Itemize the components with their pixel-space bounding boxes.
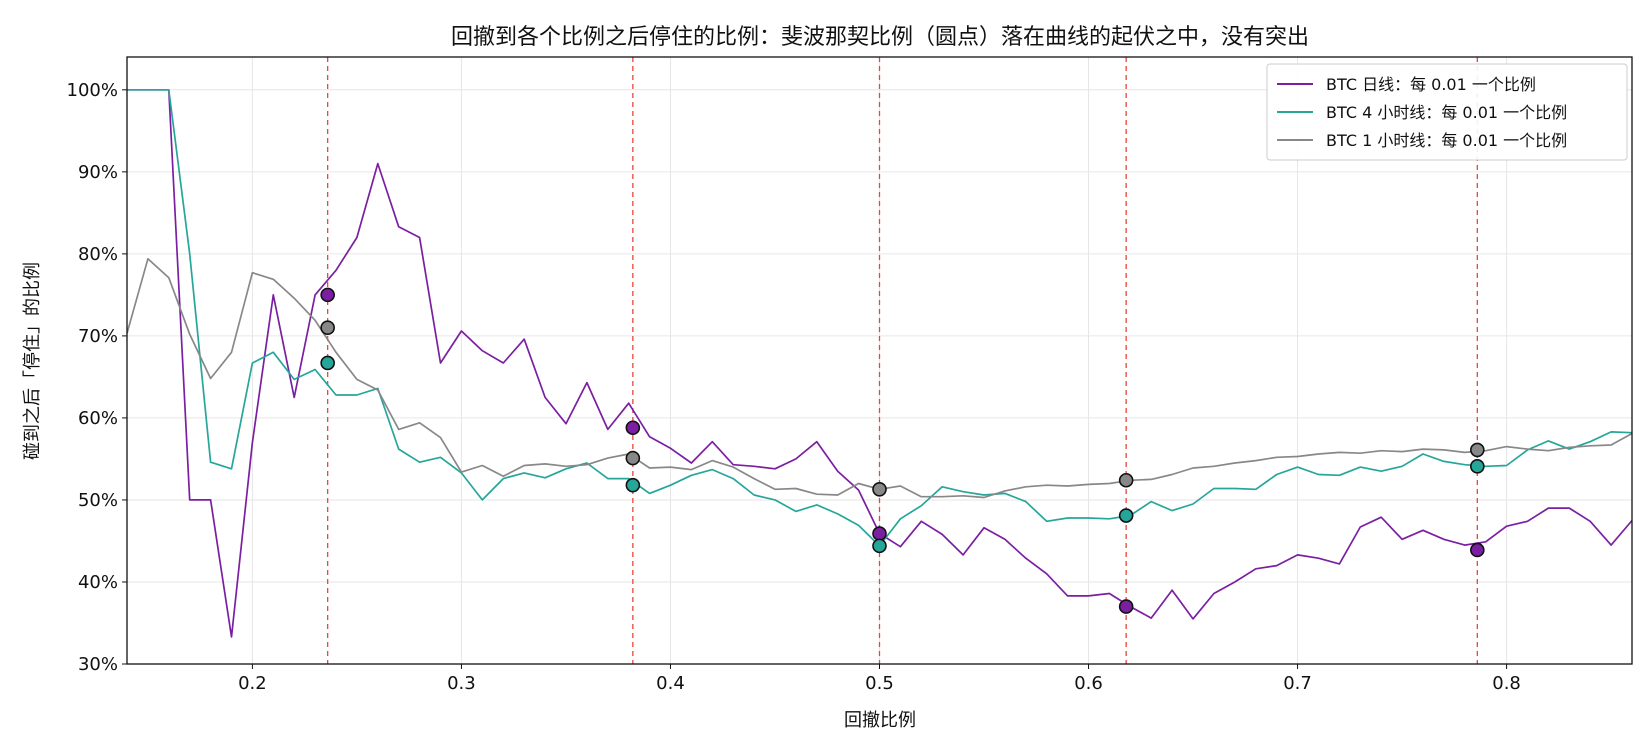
- legend-entry-3: BTC 1 小时线：每 0.01 一个比例: [1326, 131, 1567, 150]
- y-tick-label: 80%: [78, 244, 118, 265]
- legend: BTC 日线：每 0.01 一个比例 BTC 4 小时线：每 0.01 一个比例 B…: [1266, 63, 1628, 161]
- y-tick-label: 40%: [78, 572, 118, 593]
- x-axis-label: 回撤比例: [844, 710, 916, 731]
- fib-point-1: [320, 287, 335, 303]
- fib-point-3: [1470, 442, 1485, 458]
- legend-box: [1266, 63, 1628, 161]
- fib-point-3: [625, 450, 641, 466]
- x-tick-label: 0.4: [656, 673, 685, 694]
- fib-point-1: [872, 526, 887, 541]
- fib-point-2: [872, 538, 887, 554]
- fib-point-2: [1118, 508, 1134, 523]
- legend-entry-2: BTC 4 小时线：每 0.01 一个比例: [1326, 103, 1567, 122]
- x-tick-label: 0.5: [865, 673, 894, 694]
- fib-point-1: [625, 420, 641, 436]
- y-axis-label: 碰到之后「停住」的比例: [22, 262, 43, 460]
- x-axis-ticks: 0.2 0.3 0.4 0.5 0.6 0.7 0.8: [238, 664, 1521, 694]
- y-tick-label: 70%: [78, 326, 118, 347]
- y-tick-label: 60%: [78, 408, 118, 429]
- chart-title: 回撤到各个比例之后停住的比例：斐波那契比例（圆点）落在曲线的起伏之中，没有突出: [451, 25, 1309, 50]
- x-tick-label: 0.6: [1074, 673, 1103, 694]
- y-tick-label: 50%: [78, 490, 118, 511]
- fib-point-2: [320, 355, 335, 371]
- fib-points: [320, 287, 1485, 614]
- x-tick-label: 0.8: [1492, 673, 1521, 694]
- fib-point-1: [1470, 542, 1485, 558]
- x-tick-label: 0.7: [1283, 673, 1312, 694]
- y-tick-label: 90%: [78, 162, 118, 183]
- fib-point-3: [320, 320, 335, 335]
- fib-point-3: [1118, 472, 1134, 488]
- y-tick-label: 30%: [78, 654, 118, 675]
- fib-point-2: [1470, 459, 1485, 474]
- fib-point-3: [872, 481, 887, 497]
- legend-entry-1: BTC 日线：每 0.01 一个比例: [1326, 75, 1536, 94]
- fib-point-1: [1118, 599, 1134, 614]
- y-tick-label: 100%: [67, 80, 118, 101]
- fib-point-2: [625, 477, 641, 493]
- x-tick-label: 0.2: [238, 673, 267, 694]
- x-tick-label: 0.3: [447, 673, 476, 694]
- y-axis-ticks: 30% 40% 50% 60% 70% 80% 90% 100%: [67, 80, 127, 675]
